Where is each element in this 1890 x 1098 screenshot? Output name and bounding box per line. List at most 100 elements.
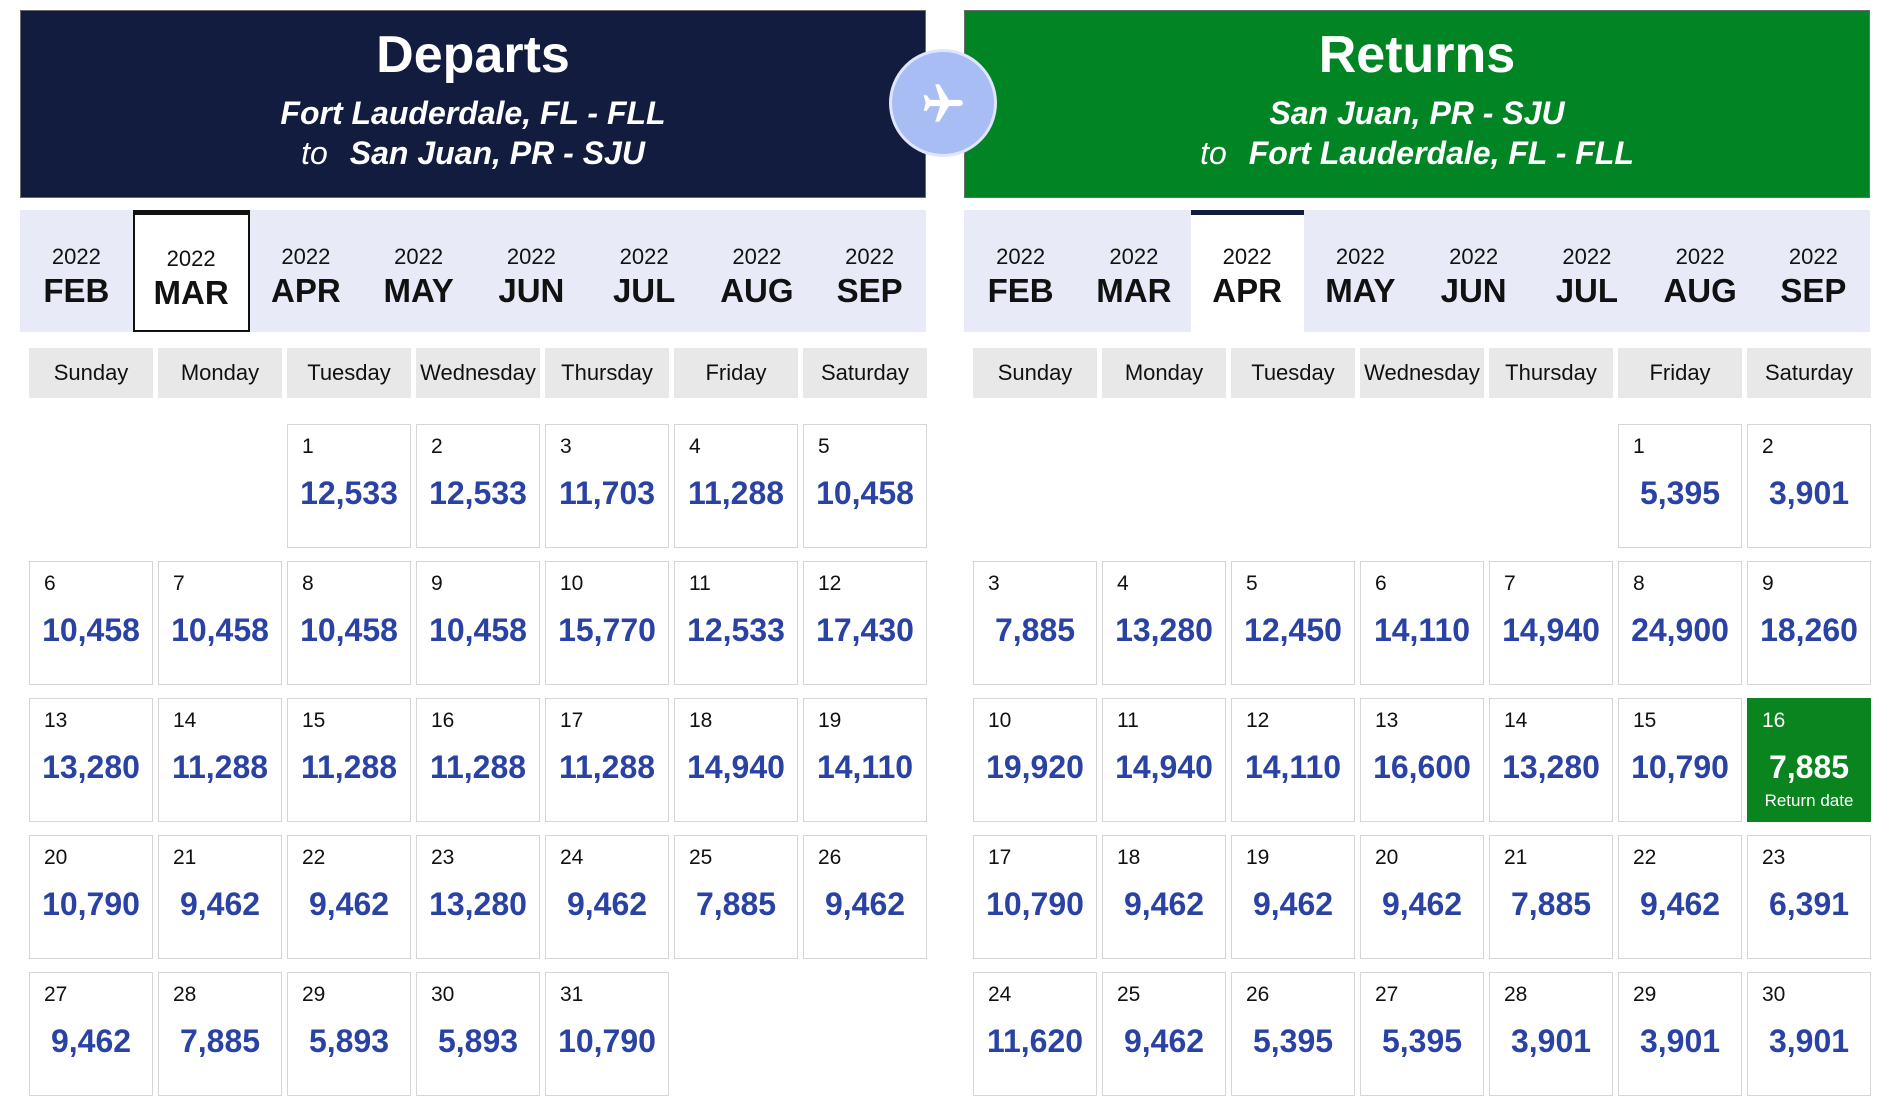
departs-day-cell-25[interactable]: 25 7,885 [674, 835, 798, 959]
departs-day-cell-31[interactable]: 31 10,790 [545, 972, 669, 1096]
day-number: 29 [302, 983, 326, 1006]
returns-day-cell-1[interactable]: 1 5,395 [1618, 424, 1742, 548]
calendar-blank-cell [1102, 424, 1226, 548]
returns-day-cell-15[interactable]: 15 10,790 [1618, 698, 1742, 822]
departs-day-cell-18[interactable]: 18 14,940 [674, 698, 798, 822]
returns-month-tab-apr[interactable]: 2022 APR [1190, 210, 1304, 332]
returns-weekday-saturday: Saturday [1747, 348, 1871, 398]
departs-day-cell-8[interactable]: 8 10,458 [287, 561, 411, 685]
day-number: 29 [1633, 983, 1657, 1006]
returns-day-cell-12[interactable]: 12 14,110 [1231, 698, 1355, 822]
departs-month-tab-mar[interactable]: 2022 MAR [132, 210, 250, 332]
returns-day-cell-3[interactable]: 3 7,885 [973, 561, 1097, 685]
departs-day-cell-11[interactable]: 11 12,533 [674, 561, 798, 685]
departs-destination: San Juan, PR - SJU [349, 135, 645, 171]
returns-month-tab-aug[interactable]: 2022 AUG [1644, 210, 1757, 332]
departs-day-cell-12[interactable]: 12 17,430 [803, 561, 927, 685]
departs-month-tab-aug[interactable]: 2022 AUG [701, 210, 814, 332]
departs-day-cell-16[interactable]: 16 11,288 [416, 698, 540, 822]
returns-day-cell-27[interactable]: 27 5,395 [1360, 972, 1484, 1096]
departs-day-cell-22[interactable]: 22 9,462 [287, 835, 411, 959]
departs-day-cell-2[interactable]: 2 12,533 [416, 424, 540, 548]
returns-month-tab-jun[interactable]: 2022 JUN [1417, 210, 1530, 332]
departs-day-cell-10[interactable]: 10 15,770 [545, 561, 669, 685]
returns-month-tab-mar[interactable]: 2022 MAR [1077, 210, 1190, 332]
returns-day-cell-13[interactable]: 13 16,600 [1360, 698, 1484, 822]
day-number: 6 [1375, 572, 1387, 595]
returns-day-cell-26[interactable]: 26 5,395 [1231, 972, 1355, 1096]
departs-day-cell-23[interactable]: 23 13,280 [416, 835, 540, 959]
returns-day-cell-28[interactable]: 28 3,901 [1489, 972, 1613, 1096]
departs-month-tab-apr[interactable]: 2022 APR [250, 210, 363, 332]
departs-month-tab-feb[interactable]: 2022 FEB [20, 210, 133, 332]
departs-day-cell-30[interactable]: 30 5,893 [416, 972, 540, 1096]
day-price: 24,900 [1631, 612, 1729, 648]
departs-day-cell-4[interactable]: 4 11,288 [674, 424, 798, 548]
returns-day-cell-14[interactable]: 14 13,280 [1489, 698, 1613, 822]
departs-day-cell-24[interactable]: 24 9,462 [545, 835, 669, 959]
returns-day-cell-24[interactable]: 24 11,620 [973, 972, 1097, 1096]
departs-day-cell-21[interactable]: 21 9,462 [158, 835, 282, 959]
departs-day-cell-5[interactable]: 5 10,458 [803, 424, 927, 548]
day-number: 23 [431, 846, 455, 869]
returns-day-cell-22[interactable]: 22 9,462 [1618, 835, 1742, 959]
returns-day-cell-7[interactable]: 7 14,940 [1489, 561, 1613, 685]
day-number: 17 [988, 846, 1012, 869]
returns-month-tab-feb[interactable]: 2022 FEB [964, 210, 1077, 332]
month-tab-label: APR [1212, 272, 1282, 309]
returns-day-cell-23[interactable]: 23 6,391 [1747, 835, 1871, 959]
returns-day-cell-19[interactable]: 19 9,462 [1231, 835, 1355, 959]
returns-month-tab-sep[interactable]: 2022 SEP [1757, 210, 1870, 332]
departs-day-cell-19[interactable]: 19 14,110 [803, 698, 927, 822]
day-price: 13,280 [42, 749, 140, 785]
returns-day-cell-17[interactable]: 17 10,790 [973, 835, 1097, 959]
departs-day-cell-13[interactable]: 13 13,280 [29, 698, 153, 822]
departs-day-cell-29[interactable]: 29 5,893 [287, 972, 411, 1096]
day-price: 11,288 [429, 749, 527, 785]
day-number: 8 [302, 572, 314, 595]
returns-month-tab-may[interactable]: 2022 MAY [1304, 210, 1417, 332]
returns-day-cell-29[interactable]: 29 3,901 [1618, 972, 1742, 1096]
returns-month-tab-jul[interactable]: 2022 JUL [1530, 210, 1643, 332]
month-tab-year: 2022 [1449, 244, 1499, 269]
returns-day-cell-25[interactable]: 25 9,462 [1102, 972, 1226, 1096]
departs-day-cell-7[interactable]: 7 10,458 [158, 561, 282, 685]
departs-month-tab-sep[interactable]: 2022 SEP [813, 210, 926, 332]
returns-day-cell-4[interactable]: 4 13,280 [1102, 561, 1226, 685]
returns-day-cell-21[interactable]: 21 7,885 [1489, 835, 1613, 959]
day-number: 5 [1246, 572, 1258, 595]
returns-day-cell-16[interactable]: 16 7,885 Return date [1747, 698, 1871, 822]
departs-day-cell-20[interactable]: 20 10,790 [29, 835, 153, 959]
returns-day-cell-10[interactable]: 10 19,920 [973, 698, 1097, 822]
day-price: 13,280 [1115, 612, 1213, 648]
departs-day-cell-28[interactable]: 28 7,885 [158, 972, 282, 1096]
departs-day-cell-26[interactable]: 26 9,462 [803, 835, 927, 959]
returns-day-cell-8[interactable]: 8 24,900 [1618, 561, 1742, 685]
departs-month-tab-jul[interactable]: 2022 JUL [588, 210, 701, 332]
departs-day-cell-14[interactable]: 14 11,288 [158, 698, 282, 822]
departs-day-cell-6[interactable]: 6 10,458 [29, 561, 153, 685]
returns-day-cell-18[interactable]: 18 9,462 [1102, 835, 1226, 959]
departs-month-tab-may[interactable]: 2022 MAY [362, 210, 475, 332]
returns-day-cell-2[interactable]: 2 3,901 [1747, 424, 1871, 548]
day-number: 16 [1762, 709, 1786, 732]
day-number: 28 [173, 983, 197, 1006]
returns-day-cell-9[interactable]: 9 18,260 [1747, 561, 1871, 685]
day-price: 7,885 [695, 886, 777, 922]
departs-weekday-saturday: Saturday [803, 348, 927, 398]
departs-day-cell-3[interactable]: 3 11,703 [545, 424, 669, 548]
month-tab-label: MAR [1096, 272, 1172, 309]
departs-day-cell-27[interactable]: 27 9,462 [29, 972, 153, 1096]
returns-day-cell-20[interactable]: 20 9,462 [1360, 835, 1484, 959]
departs-day-cell-1[interactable]: 1 12,533 [287, 424, 411, 548]
day-number: 13 [44, 709, 68, 732]
returns-day-cell-6[interactable]: 6 14,110 [1360, 561, 1484, 685]
day-number: 15 [302, 709, 326, 732]
returns-day-cell-30[interactable]: 30 3,901 [1747, 972, 1871, 1096]
returns-day-cell-11[interactable]: 11 14,940 [1102, 698, 1226, 822]
departs-day-cell-15[interactable]: 15 11,288 [287, 698, 411, 822]
departs-day-cell-17[interactable]: 17 11,288 [545, 698, 669, 822]
departs-day-cell-9[interactable]: 9 10,458 [416, 561, 540, 685]
departs-month-tab-jun[interactable]: 2022 JUN [475, 210, 588, 332]
returns-day-cell-5[interactable]: 5 12,450 [1231, 561, 1355, 685]
